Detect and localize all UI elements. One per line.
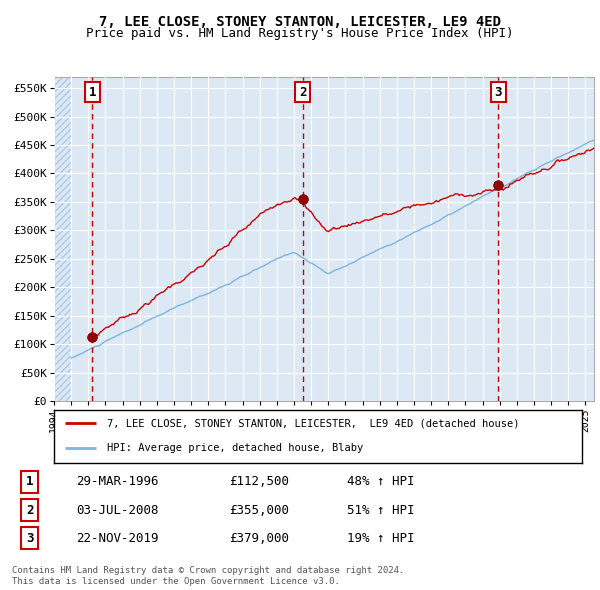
Text: 1: 1 [26,476,33,489]
Text: £355,000: £355,000 [229,504,289,517]
Text: 3: 3 [494,86,502,99]
Text: 2: 2 [299,86,307,99]
Text: 3: 3 [26,532,33,545]
Text: 48% ↑ HPI: 48% ↑ HPI [347,476,415,489]
Text: 7, LEE CLOSE, STONEY STANTON, LEICESTER, LE9 4ED: 7, LEE CLOSE, STONEY STANTON, LEICESTER,… [99,15,501,29]
Text: 19% ↑ HPI: 19% ↑ HPI [347,532,415,545]
Text: £112,500: £112,500 [229,476,289,489]
Text: Price paid vs. HM Land Registry's House Price Index (HPI): Price paid vs. HM Land Registry's House … [86,27,514,40]
Text: 03-JUL-2008: 03-JUL-2008 [77,504,159,517]
Text: Contains HM Land Registry data © Crown copyright and database right 2024.: Contains HM Land Registry data © Crown c… [12,566,404,575]
Text: This data is licensed under the Open Government Licence v3.0.: This data is licensed under the Open Gov… [12,577,340,586]
Text: 1: 1 [89,86,96,99]
Text: 2: 2 [26,504,33,517]
Text: 7, LEE CLOSE, STONEY STANTON, LEICESTER,  LE9 4ED (detached house): 7, LEE CLOSE, STONEY STANTON, LEICESTER,… [107,418,519,428]
Bar [54,77,71,401]
Text: 22-NOV-2019: 22-NOV-2019 [77,532,159,545]
Text: 51% ↑ HPI: 51% ↑ HPI [347,504,415,517]
Text: HPI: Average price, detached house, Blaby: HPI: Average price, detached house, Blab… [107,443,363,453]
Text: £379,000: £379,000 [229,532,289,545]
Text: 29-MAR-1996: 29-MAR-1996 [77,476,159,489]
